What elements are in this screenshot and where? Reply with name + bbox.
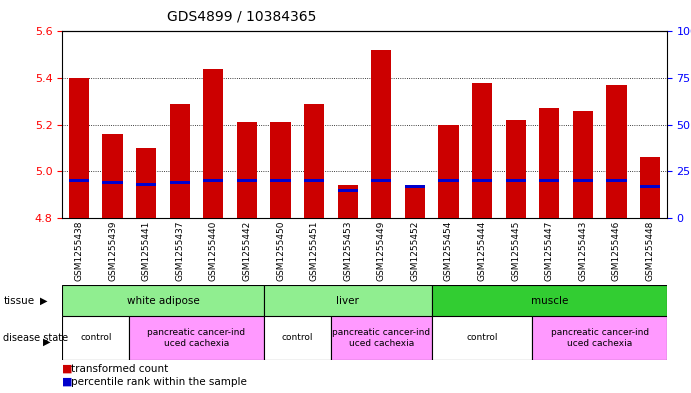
Bar: [338, 185, 358, 218]
Bar: [606, 85, 627, 218]
Bar: [69, 179, 89, 182]
Text: ▶: ▶: [40, 296, 48, 306]
Bar: [136, 148, 156, 218]
Bar: [62, 316, 129, 360]
Bar: [472, 83, 492, 218]
Bar: [62, 285, 264, 316]
Bar: [573, 179, 593, 182]
Bar: [606, 179, 627, 182]
Bar: [170, 181, 190, 184]
Text: ■: ■: [62, 364, 73, 374]
Text: pancreatic cancer-ind
uced cachexia: pancreatic cancer-ind uced cachexia: [332, 328, 430, 348]
Bar: [472, 179, 492, 182]
Text: transformed count: transformed count: [71, 364, 169, 374]
Bar: [506, 120, 526, 218]
Text: ▶: ▶: [43, 337, 50, 347]
Bar: [170, 104, 190, 218]
Text: ■: ■: [62, 377, 73, 387]
Text: GDS4899 / 10384365: GDS4899 / 10384365: [167, 10, 316, 24]
Bar: [371, 179, 391, 182]
Text: percentile rank within the sample: percentile rank within the sample: [71, 377, 247, 387]
Bar: [129, 316, 264, 360]
Text: tissue: tissue: [3, 296, 35, 306]
Text: muscle: muscle: [531, 296, 568, 306]
Text: liver: liver: [337, 296, 359, 306]
Bar: [203, 69, 223, 218]
Bar: [270, 123, 291, 218]
Bar: [506, 179, 526, 182]
Bar: [539, 108, 559, 218]
Bar: [405, 185, 425, 188]
Bar: [304, 179, 324, 182]
Text: pancreatic cancer-ind
uced cachexia: pancreatic cancer-ind uced cachexia: [551, 328, 649, 348]
Text: control: control: [281, 334, 313, 342]
Text: disease state: disease state: [3, 333, 68, 343]
Bar: [331, 316, 432, 360]
Bar: [640, 185, 660, 188]
Bar: [237, 179, 257, 182]
Bar: [102, 181, 123, 184]
Text: pancreatic cancer-ind
uced cachexia: pancreatic cancer-ind uced cachexia: [147, 328, 245, 348]
Bar: [264, 285, 432, 316]
Bar: [102, 134, 123, 218]
Text: white adipose: white adipose: [126, 296, 199, 306]
Bar: [237, 123, 257, 218]
Bar: [304, 104, 324, 218]
Bar: [432, 285, 667, 316]
Bar: [432, 316, 533, 360]
Bar: [270, 179, 291, 182]
Bar: [136, 183, 156, 186]
Bar: [573, 111, 593, 218]
Bar: [533, 316, 667, 360]
Bar: [438, 125, 459, 218]
Bar: [264, 316, 331, 360]
Bar: [438, 179, 459, 182]
Bar: [371, 50, 391, 218]
Bar: [405, 185, 425, 218]
Bar: [203, 179, 223, 182]
Text: control: control: [466, 334, 498, 342]
Text: control: control: [80, 334, 111, 342]
Bar: [640, 158, 660, 218]
Bar: [539, 179, 559, 182]
Bar: [338, 189, 358, 191]
Bar: [69, 78, 89, 218]
